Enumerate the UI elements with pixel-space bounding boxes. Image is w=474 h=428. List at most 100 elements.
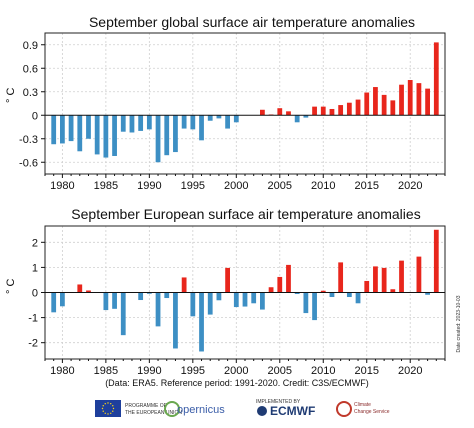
bar-2008 xyxy=(303,292,309,314)
bar-2006 xyxy=(286,111,291,116)
bar-1991 xyxy=(155,115,161,163)
bar-2015 xyxy=(364,280,370,293)
bar-2009 xyxy=(312,106,317,116)
eu-star-icon xyxy=(104,412,106,414)
eu-star-icon xyxy=(104,403,106,405)
bar-1998 xyxy=(216,115,222,119)
chart-title: September global surface air temperature… xyxy=(89,14,415,30)
ecmwf-globe-icon xyxy=(257,406,267,416)
y-tick-label: -2 xyxy=(28,338,38,350)
bar-1993 xyxy=(173,292,178,349)
bar-2016 xyxy=(373,87,378,116)
bar-1989 xyxy=(138,292,144,301)
x-tick-label: 2020 xyxy=(398,180,422,192)
y-axis-label: ° C xyxy=(5,88,17,103)
bar-2009 xyxy=(312,292,317,321)
bar-2013 xyxy=(346,102,352,116)
bar-1986 xyxy=(112,292,117,309)
bar-1990 xyxy=(146,115,152,130)
bar-2004 xyxy=(268,287,274,293)
eu-logo-text-line2: THE EUROPEAN UNION xyxy=(125,410,182,416)
bar-2013 xyxy=(346,292,352,298)
bar-2002 xyxy=(251,292,257,304)
x-tick-label: 1995 xyxy=(181,180,205,192)
eu-star-icon xyxy=(110,403,112,405)
bar-2015 xyxy=(364,92,370,116)
x-tick-label: 2015 xyxy=(354,365,378,377)
x-tick-label: 2015 xyxy=(354,180,378,192)
bar-2020 xyxy=(407,80,413,116)
bar-1997 xyxy=(207,115,213,121)
bar-1989 xyxy=(138,115,144,131)
bar-2021 xyxy=(416,256,422,293)
eu-star-icon xyxy=(112,407,115,410)
bar-2007 xyxy=(294,292,300,295)
copernicus-c-icon xyxy=(164,401,180,417)
eu-star-icon xyxy=(112,405,114,407)
bar-1996 xyxy=(199,292,204,352)
y-tick-label: -0.3 xyxy=(19,134,38,146)
bar-2008 xyxy=(303,115,309,118)
bar-2017 xyxy=(381,267,387,293)
date-created: Date created: 2023-10-03 xyxy=(456,295,462,352)
bar-1992 xyxy=(164,292,170,299)
bar-1985 xyxy=(103,115,109,158)
y-tick-label: 0.6 xyxy=(23,63,38,75)
bar-1999 xyxy=(225,115,230,129)
x-tick-label: 1990 xyxy=(137,180,161,192)
eu-flag-icon xyxy=(95,400,121,417)
bar-2019 xyxy=(399,260,404,293)
bar-2019 xyxy=(399,84,404,116)
bar-1979 xyxy=(51,292,57,313)
bar-2023 xyxy=(433,42,439,116)
bar-1995 xyxy=(190,292,196,317)
bar-1999 xyxy=(225,267,230,293)
bar-1985 xyxy=(103,292,109,311)
bar-2001 xyxy=(242,292,248,307)
ecmwf-logo: IMPLEMENTED BY ECMWF xyxy=(256,399,315,418)
bar-1991 xyxy=(155,292,161,327)
eu-star-icon xyxy=(102,410,104,412)
bar-2011 xyxy=(329,108,335,116)
copernicus-logo: opernicus xyxy=(164,401,225,417)
x-tick-label: 1985 xyxy=(94,180,118,192)
bar-1979 xyxy=(51,115,57,145)
bar-2003 xyxy=(260,109,265,116)
x-tick-label: 1985 xyxy=(94,365,118,377)
y-tick-label: 2 xyxy=(32,237,38,249)
bar-1986 xyxy=(112,115,117,156)
bar-1983 xyxy=(86,115,91,139)
bar-2012 xyxy=(338,262,344,293)
bar-1995 xyxy=(190,115,196,130)
bar-2022 xyxy=(425,88,430,116)
bar-2005 xyxy=(277,276,283,293)
y-axis-label: ° C xyxy=(5,279,17,294)
bar-1981 xyxy=(68,115,74,142)
eu-logo: PROGRAMME OF THE EUROPEAN UNION xyxy=(95,400,182,417)
eu-logo-text-line1: PROGRAMME OF xyxy=(125,403,167,409)
x-tick-label: 2020 xyxy=(398,365,422,377)
bar-2006 xyxy=(286,264,291,293)
chart-title: September European surface air temperatu… xyxy=(71,206,420,222)
y-tick-label: 0.9 xyxy=(23,40,38,52)
bar-2000 xyxy=(233,292,239,308)
bar-1980 xyxy=(60,115,65,144)
eu-star-icon xyxy=(101,407,104,410)
european-anomaly-chart: September European surface air temperatu… xyxy=(5,206,446,377)
bar-2014 xyxy=(355,292,361,304)
y-tick-label: 1 xyxy=(32,262,38,274)
bar-1992 xyxy=(164,115,170,156)
eu-star-icon xyxy=(107,402,109,404)
bar-1993 xyxy=(173,115,178,153)
x-tick-label: 1990 xyxy=(137,365,161,377)
ecmwf-wordmark: ECMWF xyxy=(270,404,315,418)
bar-2007 xyxy=(294,115,300,123)
c3s-circle-icon xyxy=(336,401,352,417)
bar-1998 xyxy=(216,292,222,301)
y-tick-label: 0 xyxy=(32,288,38,300)
bar-2023 xyxy=(433,229,439,293)
bar-1990 xyxy=(146,292,152,294)
x-tick-label: 2000 xyxy=(224,180,248,192)
x-tick-label: 2005 xyxy=(268,180,292,192)
copernicus-wordmark: opernicus xyxy=(177,404,225,416)
